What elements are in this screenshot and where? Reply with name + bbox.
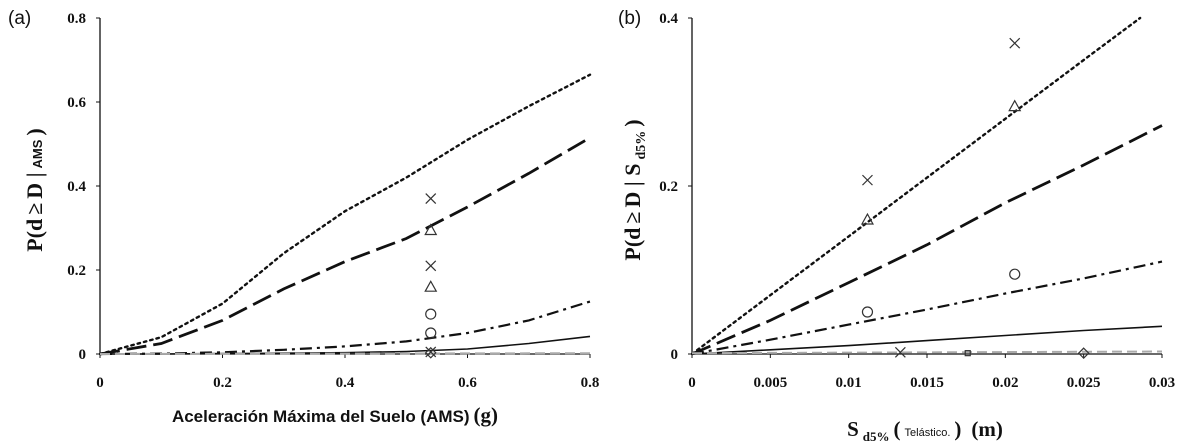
panel-b-x-tick-label: 0.015: [910, 375, 944, 391]
panel-a-x-tick-label: 0.6: [458, 375, 477, 391]
panel-b-y-tick-label: 0: [671, 347, 679, 363]
panel-b-series-dotted: [690, 16, 1142, 356]
panel-b-x-tick-label: 0.025: [1067, 375, 1101, 391]
panel-b-x-tick-label: 0.03: [1149, 375, 1175, 391]
panel-b-x-tick-label: 0.005: [753, 375, 787, 391]
panel-b-point-circle: [1009, 268, 1021, 280]
panel-b-point-circle: [861, 306, 874, 318]
panel-a-axes: [99, 18, 590, 355]
panel-b-y-axis-label: P(d ≥ D | S d5% ): [620, 119, 649, 260]
panel-b-series: [690, 16, 1163, 356]
panel-a-point-circle: [425, 327, 437, 339]
panel-a-x-tick-label: 0.2: [213, 375, 232, 391]
panel-a-label: (a): [8, 8, 31, 29]
panel-a-points: [424, 193, 438, 359]
panel-a-y-ticks: 0 0.2 0.4 0.6 0.8: [67, 11, 100, 363]
panel-b-point-triangle: [1008, 99, 1022, 112]
panel-b-point-x: [862, 174, 873, 186]
panel-b-x-ticks: 0 0.005 0.01 0.015 0.02 0.025 0.03: [688, 354, 1175, 391]
panel-a-y-tick-label: 0.8: [67, 11, 86, 27]
panel-a-point-circle: [425, 308, 437, 320]
panel-a-y-tick-label: 0.2: [67, 263, 86, 279]
panel-b-point-x: [1009, 37, 1021, 49]
panel-b-x-tick-label: 0.01: [836, 375, 862, 391]
panel-a-x-tick-label: 0.8: [581, 375, 600, 391]
panel-a-series-gray-dash: [99, 352, 591, 355]
panel-b-series-dash-dot: [691, 260, 1163, 356]
panel-b-series-solid: [691, 325, 1163, 355]
panel-b-y-ticks: 0 0.2 0.4: [659, 11, 692, 363]
panel-a-series-dotted: [98, 73, 592, 356]
panel-b-series-long-dash: [691, 124, 1163, 356]
panel-b-point-x: [894, 346, 906, 358]
panel-b-x-tick-label: 0.02: [992, 375, 1018, 391]
panel-a-x-ticks: 0 0.2 0.4 0.6 0.8: [96, 354, 599, 391]
panel-b-point-square: [964, 350, 971, 357]
panel-b-y-tick-label: 0.2: [659, 179, 678, 195]
panel-b-y-tick-label: 0.4: [659, 11, 678, 27]
panel-a-y-tick-label: 0.4: [67, 179, 86, 195]
panel-b-axes: [691, 18, 1162, 355]
panel-a-point-triangle: [424, 280, 438, 292]
panel-a-y-tick-label: 0.6: [67, 95, 86, 111]
panel-a-point-x: [425, 193, 437, 205]
panel-a-series: [98, 73, 592, 356]
panel-a-series-dash-dot: [99, 300, 591, 356]
panel-b-x-tick-label: 0: [688, 375, 696, 391]
panel-b-x-axis-label: S d5% ( Telástico. ) (m): [847, 417, 1003, 445]
panel-a-y-tick-label: 0: [79, 347, 87, 363]
panel-b-point-diamond: [1077, 347, 1090, 360]
panel-a-point-x: [425, 260, 437, 272]
panel-a-point-diamond: [424, 346, 437, 359]
panel-a-x-axis-label: Aceleración Máxima del Suelo (AMS) (g): [172, 403, 498, 427]
panel-a-series-long-dash: [99, 136, 591, 356]
panel-b: (b) 0 0.005 0.01 0.015 0.02 0.025 0.03 0 0.2 0.4…: [618, 8, 1175, 445]
panel-a-y-axis-label: P(d ≥ D | AMS ): [22, 128, 47, 252]
panel-a-x-tick-label: 0.4: [336, 375, 355, 391]
panel-b-points: [860, 37, 1090, 360]
panel-a-x-tick-label: 0: [96, 375, 104, 391]
panel-a-series-solid: [100, 335, 591, 355]
panel-a: (a) 0 0.2 0.4 0.6 0.8 0 0.2 0.4 0.6 0.8 Acelerac…: [8, 8, 599, 427]
panel-b-series-gray-dash: [691, 350, 1163, 355]
panel-a-point-triangle: [424, 223, 438, 236]
panel-b-label: (b): [618, 8, 641, 29]
panel-b-point-triangle: [860, 212, 874, 225]
